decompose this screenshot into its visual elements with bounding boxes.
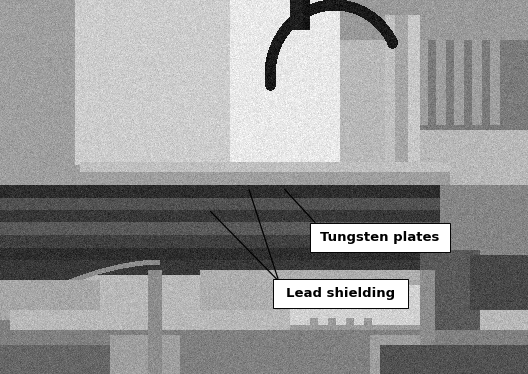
FancyBboxPatch shape — [310, 223, 450, 252]
Text: Tungsten plates: Tungsten plates — [320, 231, 440, 244]
FancyBboxPatch shape — [274, 279, 408, 308]
Text: Lead shielding: Lead shielding — [286, 287, 395, 300]
